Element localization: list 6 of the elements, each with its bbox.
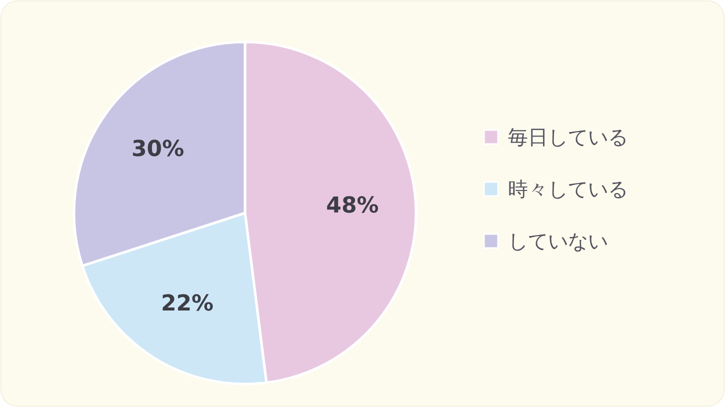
data-label: 30% — [132, 137, 184, 162]
legend-label: 毎日している — [508, 125, 628, 149]
data-label: 48% — [326, 194, 379, 219]
data-label: 22% — [160, 291, 214, 316]
legend-label: 時々している — [508, 177, 628, 201]
legend-label: していない — [508, 229, 608, 253]
